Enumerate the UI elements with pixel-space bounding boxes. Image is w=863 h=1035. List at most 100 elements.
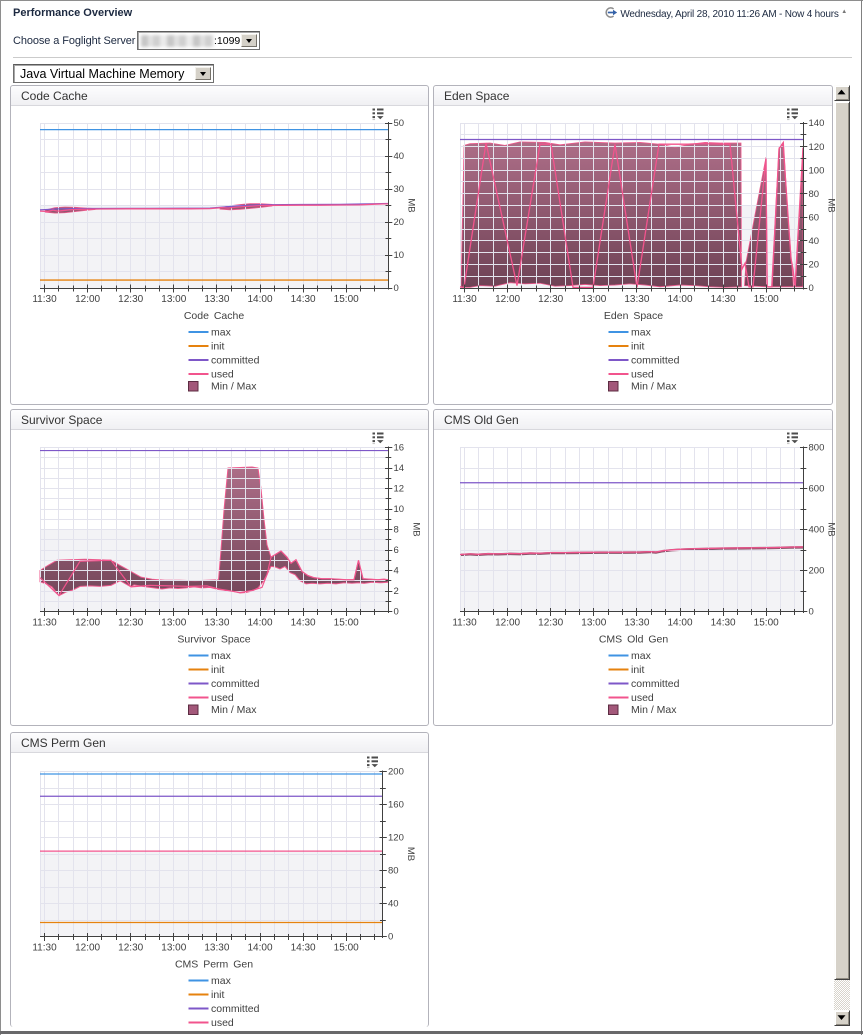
svg-text:max: max [211, 327, 232, 339]
svg-text:0: 0 [809, 283, 814, 294]
svg-text:14:00: 14:00 [247, 294, 272, 305]
svg-text:12:00: 12:00 [495, 294, 520, 305]
svg-text:12:30: 12:30 [118, 942, 143, 953]
svg-text:13:30: 13:30 [204, 942, 229, 953]
svg-text:2: 2 [394, 586, 399, 597]
svg-text:Code Cache: Code Cache [184, 310, 245, 322]
svg-text:used: used [631, 692, 654, 704]
svg-text:13:30: 13:30 [204, 617, 229, 628]
svg-text:11:30: 11:30 [32, 617, 57, 628]
svg-text:used: used [211, 1017, 234, 1029]
svg-text:12:30: 12:30 [538, 617, 563, 628]
svg-text:600: 600 [809, 484, 825, 495]
svg-text:14: 14 [394, 463, 405, 474]
svg-text:13:30: 13:30 [204, 294, 229, 305]
svg-text:13:30: 13:30 [624, 617, 649, 628]
svg-text:13:30: 13:30 [624, 294, 649, 305]
svg-text:13:00: 13:00 [581, 617, 606, 628]
svg-text:800: 800 [809, 443, 825, 454]
svg-text:Eden Space: Eden Space [604, 310, 663, 322]
svg-text:40: 40 [388, 899, 399, 910]
svg-text:13:00: 13:00 [161, 617, 186, 628]
svg-text:init: init [631, 664, 645, 676]
svg-text:400: 400 [809, 525, 825, 536]
svg-text:used: used [211, 369, 234, 381]
svg-text:max: max [211, 650, 232, 662]
svg-text:max: max [631, 650, 652, 662]
svg-text:20: 20 [809, 260, 820, 271]
svg-text:12: 12 [394, 484, 405, 495]
svg-text:14:00: 14:00 [667, 617, 692, 628]
svg-text:committed: committed [211, 355, 260, 367]
svg-text:11:30: 11:30 [452, 617, 477, 628]
svg-text:committed: committed [631, 678, 680, 690]
svg-text:13:00: 13:00 [161, 942, 186, 953]
svg-text:init: init [211, 341, 225, 353]
svg-text:12:00: 12:00 [75, 617, 100, 628]
svg-text:Min / Max: Min / Max [631, 381, 677, 393]
svg-text:0: 0 [394, 283, 399, 294]
svg-text:14:30: 14:30 [291, 617, 316, 628]
svg-text:80: 80 [388, 866, 399, 877]
svg-text:max: max [211, 975, 232, 987]
svg-text:used: used [631, 369, 654, 381]
svg-text:12:00: 12:00 [75, 942, 100, 953]
svg-text:14:30: 14:30 [291, 294, 316, 305]
svg-text:max: max [631, 327, 652, 339]
svg-text:60: 60 [809, 212, 820, 223]
svg-text:MB: MB [411, 522, 422, 536]
svg-text:MB: MB [405, 847, 416, 861]
svg-text:12:00: 12:00 [75, 294, 100, 305]
svg-text:committed: committed [631, 355, 680, 367]
svg-text:4: 4 [394, 566, 399, 577]
svg-text:160: 160 [388, 800, 404, 811]
svg-text:MB: MB [406, 198, 417, 212]
svg-text:MB: MB [826, 198, 837, 212]
svg-text:40: 40 [809, 236, 820, 247]
svg-text:init: init [211, 664, 225, 676]
svg-text:20: 20 [394, 217, 405, 228]
svg-text:12:30: 12:30 [118, 617, 143, 628]
svg-text:200: 200 [388, 767, 404, 778]
svg-text:120: 120 [809, 142, 825, 153]
svg-text:120: 120 [388, 833, 404, 844]
svg-text:Min / Max: Min / Max [631, 704, 677, 716]
svg-text:50: 50 [394, 118, 405, 129]
svg-text:12:30: 12:30 [538, 294, 563, 305]
svg-text:13:00: 13:00 [161, 294, 186, 305]
svg-text:40: 40 [394, 151, 405, 162]
svg-text:140: 140 [809, 118, 825, 129]
svg-text:12:00: 12:00 [495, 617, 520, 628]
svg-text:0: 0 [394, 607, 399, 618]
svg-text:CMS Perm Gen: CMS Perm Gen [175, 959, 253, 971]
svg-text:committed: committed [211, 1003, 260, 1015]
svg-text:15:00: 15:00 [334, 617, 359, 628]
svg-text:13:00: 13:00 [581, 294, 606, 305]
svg-text:committed: committed [211, 678, 260, 690]
svg-text:200: 200 [809, 566, 825, 577]
svg-text:15:00: 15:00 [754, 294, 779, 305]
svg-text:15:00: 15:00 [334, 294, 359, 305]
svg-text:14:30: 14:30 [291, 942, 316, 953]
svg-text:0: 0 [388, 932, 393, 943]
svg-text:15:00: 15:00 [334, 942, 359, 953]
svg-text:8: 8 [394, 525, 399, 536]
svg-text:6: 6 [394, 545, 399, 556]
svg-text:12:30: 12:30 [118, 294, 143, 305]
svg-text:14:30: 14:30 [711, 617, 736, 628]
svg-text:100: 100 [809, 165, 825, 176]
svg-text:80: 80 [809, 189, 820, 200]
svg-text:14:30: 14:30 [711, 294, 736, 305]
svg-text:14:00: 14:00 [247, 617, 272, 628]
svg-text:CMS Old Gen: CMS Old Gen [599, 634, 669, 646]
svg-text:Survivor Space: Survivor Space [177, 634, 250, 646]
svg-text:11:30: 11:30 [32, 294, 57, 305]
svg-text:30: 30 [394, 184, 405, 195]
svg-text:14:00: 14:00 [667, 294, 692, 305]
svg-text:15:00: 15:00 [754, 617, 779, 628]
svg-text:11:30: 11:30 [32, 942, 57, 953]
svg-text:11:30: 11:30 [452, 294, 477, 305]
svg-text:16: 16 [394, 443, 405, 454]
svg-text:10: 10 [394, 504, 405, 515]
svg-text:10: 10 [394, 250, 405, 261]
